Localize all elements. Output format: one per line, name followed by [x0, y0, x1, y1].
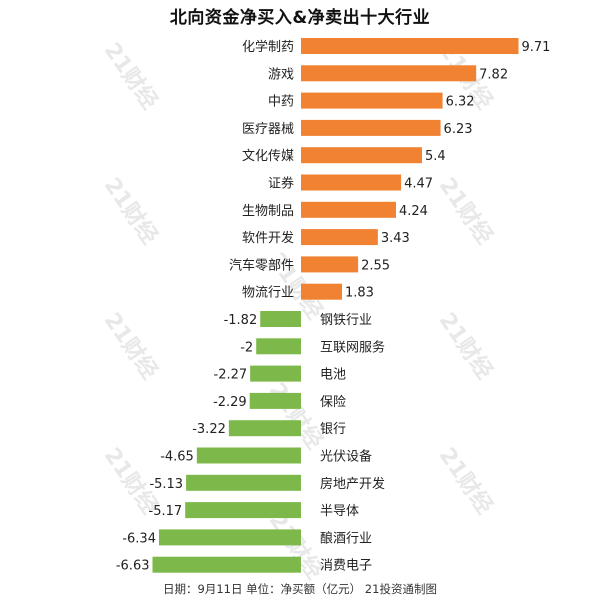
category-label: 生物制品: [242, 204, 294, 219]
bar-8: [301, 229, 378, 246]
bar-12: [256, 338, 301, 355]
category-label: 光伏设备: [320, 449, 372, 465]
value-label: -4.65: [160, 450, 194, 465]
bar-14: [249, 392, 301, 409]
value-label: 5.4: [425, 149, 446, 164]
bar-11: [260, 311, 301, 327]
chart-footer-note: 日期：9月11日 单位：净买额（亿元） 21投资通制图: [163, 582, 437, 596]
category-label: 酿酒行业: [320, 530, 372, 546]
value-label: -5.13: [149, 477, 183, 492]
category-label: 半导体: [320, 504, 359, 519]
value-label: -6.63: [116, 559, 150, 574]
watermark-text: 21财经: [434, 443, 498, 519]
value-label: -2: [240, 340, 253, 355]
watermark-text: 21财经: [434, 308, 498, 384]
category-label: 汽车零部件: [229, 257, 294, 273]
bar-15: [228, 420, 301, 437]
value-label: 9.71: [522, 40, 551, 55]
bar-4: [301, 119, 441, 136]
bar-17: [186, 474, 301, 491]
value-label: -5.17: [149, 504, 183, 519]
watermark-text: 21财经: [99, 308, 163, 384]
category-label: 化学制药: [242, 39, 294, 55]
bar-10: [301, 283, 342, 300]
category-label: 消费电子: [320, 559, 372, 574]
watermark-text: 21财经: [99, 38, 163, 114]
category-label: 电池: [320, 368, 346, 383]
watermark-text: 21财经: [99, 173, 163, 249]
bar-9: [301, 256, 359, 273]
category-label: 医疗器械: [242, 122, 294, 137]
value-label: -2.29: [213, 395, 247, 410]
bar-7: [301, 201, 396, 218]
category-label: 文化传媒: [242, 149, 294, 164]
watermark-text: 21财经: [264, 378, 328, 454]
value-label: 2.55: [361, 258, 390, 273]
value-label: 7.82: [479, 67, 508, 82]
value-label: -2.27: [214, 368, 248, 383]
bar-20: [152, 556, 301, 573]
category-label: 中药: [268, 95, 294, 110]
value-label: 1.83: [345, 286, 374, 301]
bar-3: [301, 92, 443, 109]
chart-title: 北向资金净买入&净卖出十大行业: [169, 8, 431, 28]
category-label: 房地产开发: [320, 476, 385, 492]
value-label: 4.47: [404, 177, 433, 192]
bar-16: [196, 447, 301, 464]
category-label: 证券: [268, 176, 294, 192]
value-label: -6.34: [122, 531, 156, 546]
bar-18: [185, 502, 301, 519]
value-label: -1.82: [224, 313, 258, 328]
bar-6: [301, 174, 402, 191]
bar-5: [301, 147, 422, 164]
category-label: 保险: [320, 395, 346, 410]
category-label: 银行: [320, 422, 346, 437]
watermark-text: 21财经: [434, 173, 498, 249]
value-label: 3.43: [381, 231, 410, 246]
value-label: 6.23: [444, 122, 473, 137]
category-label: 互联网服务: [320, 339, 385, 355]
bar-19: [158, 529, 301, 546]
value-label: -3.22: [192, 422, 226, 437]
category-label: 物流行业: [242, 286, 294, 301]
category-label: 软件开发: [242, 230, 294, 246]
bar-13: [250, 365, 301, 382]
category-label: 钢铁行业: [320, 313, 372, 328]
bar-1: [301, 38, 519, 54]
value-label: 4.24: [399, 204, 428, 219]
bar-2: [301, 65, 477, 82]
category-label: 游戏: [268, 67, 294, 82]
value-label: 6.32: [446, 95, 475, 110]
